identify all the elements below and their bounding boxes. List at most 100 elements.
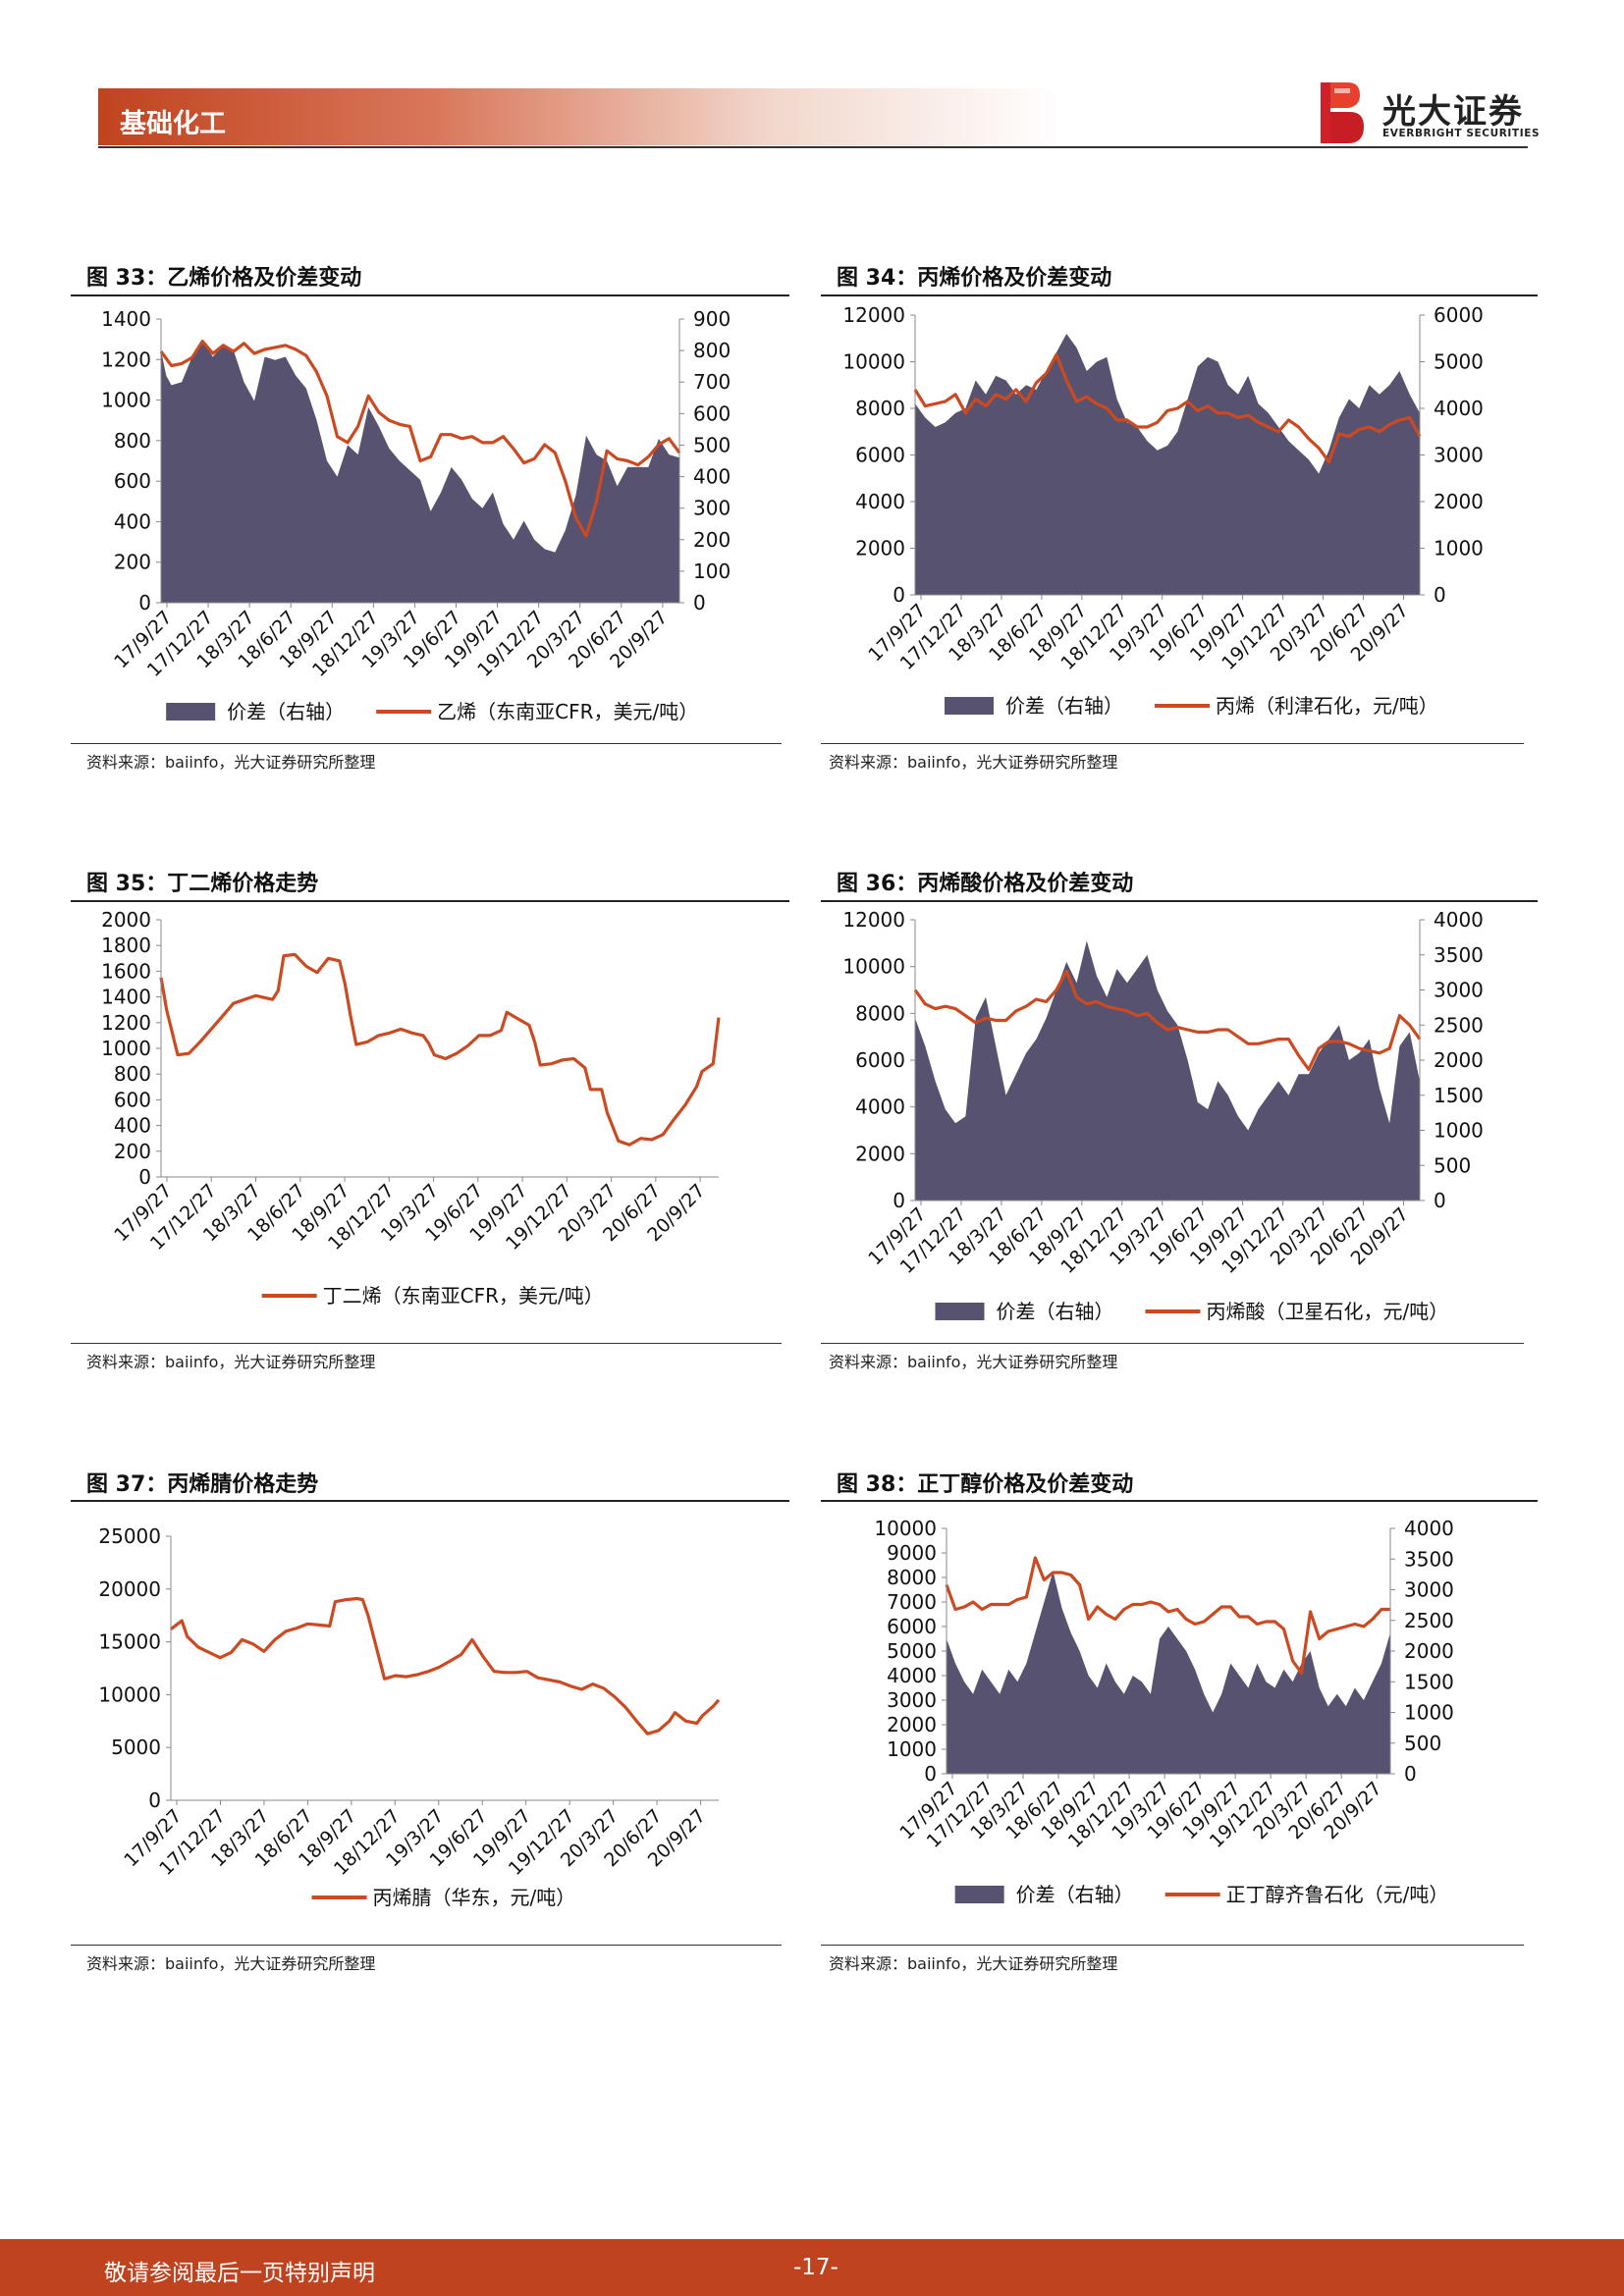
figure-rule — [71, 900, 789, 902]
right-tick-label: 4000 — [1404, 1517, 1454, 1540]
legend-label: 丙烯酸（卫星石化，元/吨） — [1207, 1300, 1449, 1323]
brand-name-en: EVERBRIGHT SECURITIES — [1382, 128, 1541, 139]
figure-source: 资料来源：baiinfo，光大证券研究所整理 — [86, 753, 376, 772]
section-title: 基础化工 — [120, 109, 226, 139]
right-tick-label: 400 — [693, 465, 731, 489]
left-tick-label: 2000 — [855, 1142, 905, 1165]
series-line-price — [945, 1556, 1390, 1676]
left-tick-label: 1400 — [101, 986, 151, 1009]
left-tick-label: 7000 — [887, 1590, 937, 1614]
right-tick-label: 5000 — [1434, 350, 1484, 374]
source-rule — [821, 1945, 1524, 1946]
right-tick-label: 800 — [693, 339, 731, 362]
everbright-logo-icon — [1321, 82, 1364, 143]
figure-title: 图 37：丙烯腈价格走势 — [86, 1472, 319, 1497]
figure-title: 图 35：丁二烯价格走势 — [86, 872, 319, 896]
figure-rule — [71, 1500, 789, 1502]
legend-label: 正丁醇齐鲁石化（元/吨） — [1226, 1883, 1449, 1906]
left-tick-label: 1000 — [101, 389, 151, 412]
page-number: -17- — [793, 2255, 839, 2280]
left-tick-label: 20000 — [98, 1577, 161, 1601]
series-line-price — [159, 340, 681, 538]
legend-label: 价差（右轴） — [997, 1300, 1114, 1323]
left-tick-label: 4000 — [855, 490, 905, 513]
left-tick-label: 10000 — [842, 350, 905, 374]
figure-source: 资料来源：baiinfo，光大证券研究所整理 — [86, 1353, 376, 1371]
right-tick-label: 1000 — [1434, 1119, 1484, 1143]
left-tick-label: 400 — [114, 509, 151, 533]
left-tick-label: 0 — [893, 583, 905, 607]
left-tick-label: 0 — [924, 1762, 937, 1786]
right-tick-label: 1000 — [1404, 1701, 1454, 1725]
header-rule — [98, 146, 1528, 148]
left-tick-label: 0 — [138, 591, 151, 614]
figure-rule — [71, 294, 789, 296]
left-tick-label: 2000 — [855, 537, 905, 561]
disclaimer-note: 敬请参阅最后一页特别声明 — [104, 2261, 375, 2286]
figure-title: 图 34：丙烯价格及价差变动 — [837, 266, 1112, 291]
acrylonitrile-chart: 050001000015000200002500017/9/2717/12/27… — [98, 1524, 721, 1909]
figure-title: 图 36：丙烯酸价格及价差变动 — [837, 872, 1134, 896]
left-tick-label: 8000 — [855, 397, 905, 420]
legend-swatch-area — [954, 1886, 1004, 1903]
left-tick-label: 2000 — [101, 908, 151, 932]
left-tick-label: 1800 — [101, 934, 151, 957]
source-rule — [71, 1945, 782, 1946]
left-tick-label: 1000 — [101, 1037, 151, 1060]
series-line-price — [170, 1596, 721, 1735]
right-tick-label: 100 — [693, 560, 731, 583]
series-line-price — [159, 952, 721, 1147]
right-tick-label: 0 — [693, 591, 706, 614]
right-tick-label: 500 — [693, 433, 731, 456]
right-tick-label: 3500 — [1404, 1547, 1454, 1571]
source-rule — [821, 1343, 1524, 1344]
figure-source: 资料来源：baiinfo，光大证券研究所整理 — [829, 1353, 1118, 1371]
right-tick-label: 300 — [693, 497, 731, 520]
right-tick-label: 6000 — [1434, 303, 1484, 327]
left-tick-label: 200 — [114, 1140, 151, 1163]
acrylic-acid-chart: 0 2000 4000 6000 8000 10000 12000 0 500 1000 1500 2… — [842, 908, 1484, 1323]
left-tick-label: 5000 — [111, 1735, 161, 1759]
legend-label: 价差（右轴） — [227, 700, 345, 723]
source-rule — [71, 743, 782, 744]
left-tick-label: 10000 — [842, 955, 905, 979]
right-tick-label: 2500 — [1434, 1013, 1484, 1037]
left-tick-label: 5000 — [887, 1639, 937, 1663]
legend-label: 价差（右轴） — [1016, 1883, 1134, 1906]
left-tick-label: 2000 — [887, 1713, 937, 1736]
left-tick-label: 1600 — [101, 959, 151, 983]
right-tick-label: 4000 — [1434, 908, 1484, 932]
figure-source: 资料来源：baiinfo，光大证券研究所整理 — [86, 1954, 376, 1973]
series-area-spread — [947, 1571, 1390, 1774]
propylene-chart: 0 2000 4000 6000 8000 10000 12000 0 1000 2000 3000… — [842, 303, 1484, 718]
brand-name: 光大证券 — [1382, 92, 1524, 132]
right-tick-label: 3000 — [1404, 1578, 1454, 1602]
right-tick-label: 500 — [1404, 1732, 1441, 1755]
right-tick-label: 1500 — [1434, 1084, 1484, 1107]
legend-label: 丙烯（利津石化，元/吨） — [1216, 694, 1438, 718]
left-tick-label: 800 — [114, 429, 151, 453]
left-tick-label: 600 — [114, 1088, 151, 1111]
legend-swatch-area — [935, 1303, 985, 1320]
left-tick-label: 1000 — [887, 1737, 937, 1761]
left-tick-label: 6000 — [855, 444, 905, 467]
left-tick-label: 1400 — [101, 307, 151, 331]
right-tick-label: 2000 — [1434, 490, 1484, 513]
legend-swatch-area — [945, 697, 994, 715]
legend-swatch-area — [166, 703, 216, 721]
legend-label: 价差（右轴） — [1005, 694, 1123, 718]
legend-label: 乙烯（东南亚CFR，美元/吨） — [437, 700, 698, 723]
right-tick-label: 1000 — [1434, 537, 1484, 561]
figure-rule — [821, 294, 1538, 296]
figure-rule — [821, 1500, 1538, 1502]
series-area-spread — [161, 341, 679, 603]
left-tick-label: 25000 — [98, 1524, 161, 1548]
legend-label: 丁二烯（东南亚CFR，美元/吨） — [323, 1284, 604, 1308]
right-tick-label: 500 — [1434, 1153, 1471, 1177]
right-tick-label: 2000 — [1404, 1639, 1454, 1663]
right-tick-label: 3000 — [1434, 979, 1484, 1002]
left-tick-label: 12000 — [842, 908, 905, 932]
left-tick-label: 600 — [114, 469, 151, 493]
right-tick-label: 1500 — [1404, 1670, 1454, 1693]
left-tick-label: 10000 — [874, 1517, 937, 1540]
